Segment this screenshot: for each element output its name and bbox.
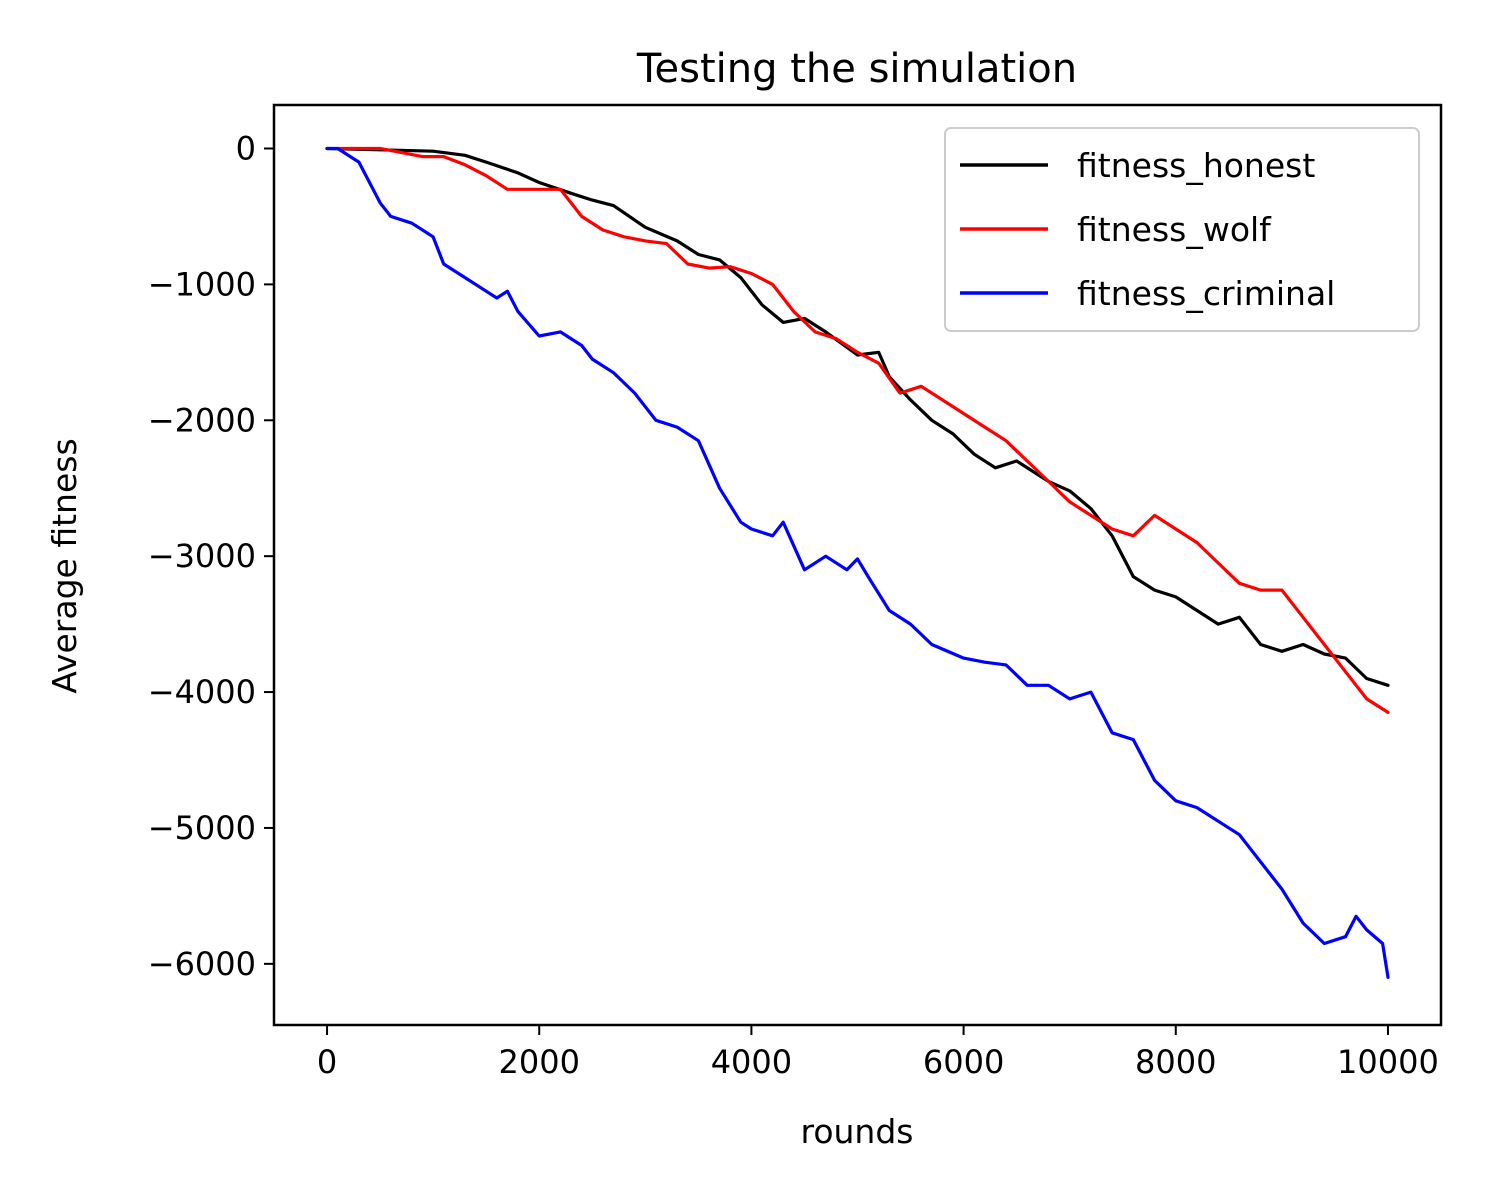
plot-area-frame bbox=[272, 103, 1443, 1027]
x-tick-label: 4000 bbox=[711, 1043, 792, 1081]
y-tick-label: −2000 bbox=[148, 401, 256, 439]
legend-label-fitness-honest: fitness_honest bbox=[1077, 146, 1315, 185]
y-tick-label: −1000 bbox=[148, 265, 256, 303]
x-tick-label: 6000 bbox=[923, 1043, 1004, 1081]
series-line-fitness-wolf bbox=[336, 146, 1390, 715]
y-tick-label: 0 bbox=[236, 129, 256, 167]
series-line-fitness-criminal bbox=[325, 146, 1390, 980]
y-axis-ticks: 0 −1000 −2000 −3000 −4000 −5000 −6000 bbox=[148, 129, 274, 983]
y-tick-label: −5000 bbox=[148, 809, 256, 847]
x-axis-title: rounds bbox=[800, 1112, 913, 1151]
legend: fitness_honest fitness_wolf fitness_crimin… bbox=[944, 127, 1420, 332]
y-axis-title: Average fitness bbox=[45, 438, 84, 693]
series-line-fitness-honest bbox=[325, 146, 1390, 687]
y-tick-label: −6000 bbox=[148, 945, 256, 983]
legend-label-fitness-wolf: fitness_wolf bbox=[1077, 210, 1272, 249]
x-tick-label: 2000 bbox=[499, 1043, 580, 1081]
series-layer bbox=[325, 146, 1390, 980]
y-tick-label: −3000 bbox=[148, 537, 256, 575]
y-tick-label: −4000 bbox=[148, 673, 256, 711]
x-axis-ticks: 0 2000 4000 6000 8000 10000 bbox=[317, 1025, 1439, 1081]
legend-label-fitness-criminal: fitness_criminal bbox=[1077, 274, 1335, 313]
x-tick-label: 0 bbox=[317, 1043, 337, 1081]
x-tick-label: 8000 bbox=[1135, 1043, 1216, 1081]
chart-title: Testing the simulation bbox=[636, 46, 1077, 92]
x-tick-label: 10000 bbox=[1337, 1043, 1439, 1081]
legend-box bbox=[944, 127, 1420, 332]
